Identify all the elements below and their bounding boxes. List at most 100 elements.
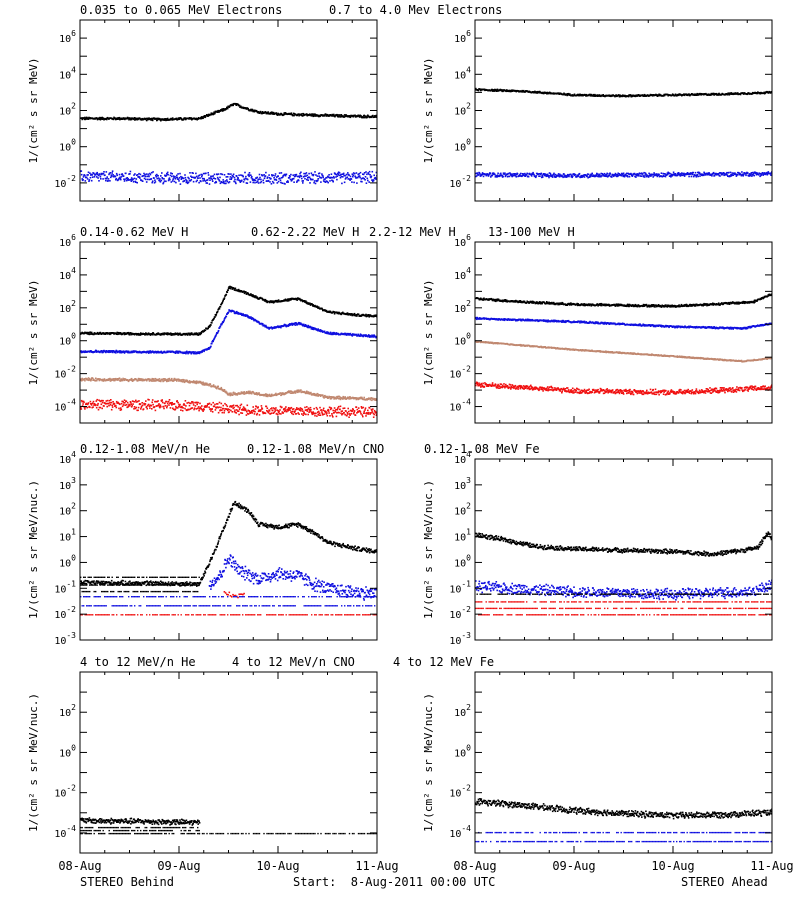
data-point: [133, 350, 135, 352]
data-point: [566, 173, 569, 176]
data-point: [372, 114, 374, 117]
data-point: [92, 378, 95, 380]
data-point: [137, 176, 140, 178]
data-point: [647, 176, 650, 178]
data-point: [359, 335, 361, 337]
data-point: [175, 117, 178, 120]
data-point: [496, 88, 499, 91]
data-point: [178, 176, 181, 179]
data-point: [107, 378, 110, 380]
data-point: [110, 333, 112, 335]
data-point: [513, 173, 516, 175]
data-point: [316, 175, 319, 177]
data-point: [664, 175, 667, 178]
data-point: [206, 404, 208, 407]
data-point: [348, 178, 351, 180]
data-point: [199, 381, 201, 384]
data-point: [153, 117, 156, 119]
data-point: [365, 182, 368, 184]
data-point: [498, 175, 501, 178]
data-point: [184, 407, 186, 410]
data-point: [229, 287, 232, 290]
data-point: [135, 332, 138, 335]
data-point: [287, 298, 289, 301]
data-point: [276, 299, 279, 302]
data-point: [126, 406, 128, 409]
data-point: [166, 171, 169, 174]
data-point: [137, 379, 139, 382]
data-point: [84, 379, 86, 382]
data-point: [368, 170, 371, 173]
data-point: [530, 175, 533, 177]
data-point: [636, 174, 639, 177]
data-point: [85, 118, 88, 120]
data-point: [304, 324, 307, 326]
data-point: [183, 381, 186, 384]
data-point: [565, 175, 567, 177]
data-point: [275, 299, 277, 302]
data-point: [207, 327, 209, 330]
data-point: [169, 119, 172, 121]
data-point: [150, 351, 153, 354]
data-point: [192, 180, 195, 183]
data-point: [251, 109, 254, 112]
data-point: [546, 91, 548, 94]
data-point: [172, 175, 175, 177]
data-point: [184, 334, 187, 336]
data-point: [277, 180, 280, 183]
data-point: [178, 118, 181, 120]
data-point: [352, 396, 354, 399]
data-point: [249, 174, 251, 176]
data-point: [480, 175, 482, 177]
data-point: [220, 173, 222, 175]
data-point: [293, 181, 295, 183]
data-point: [91, 174, 93, 176]
data-point: [103, 405, 105, 407]
data-point: [298, 114, 300, 117]
data-point: [135, 334, 138, 336]
data-point: [327, 396, 330, 399]
data-point: [174, 175, 176, 178]
data-point: [133, 177, 136, 180]
data-point: [98, 406, 101, 409]
data-point: [180, 406, 183, 409]
data-point: [748, 173, 751, 175]
data-point: [102, 332, 105, 334]
data-point: [178, 180, 180, 182]
data-point: [170, 402, 172, 404]
data-point: [209, 383, 212, 386]
data-point: [204, 384, 207, 386]
data-point: [122, 400, 124, 403]
data-point: [91, 402, 94, 404]
data-point: [607, 175, 610, 177]
data-point: [313, 113, 315, 115]
data-point: [179, 332, 181, 335]
data-point: [303, 175, 306, 177]
data-point: [599, 174, 601, 177]
data-point: [343, 116, 345, 118]
series-0: [80, 285, 377, 336]
data-point: [111, 406, 114, 408]
data-point: [211, 341, 213, 343]
data-point: [366, 398, 368, 400]
data-point: [155, 351, 157, 353]
data-point: [100, 403, 103, 406]
data-point: [120, 350, 122, 353]
data-point: [145, 117, 148, 120]
data-point: [767, 172, 769, 175]
data-point: [316, 180, 318, 183]
data-point: [169, 407, 172, 409]
data-point: [105, 351, 107, 354]
data-point: [667, 171, 669, 174]
data-point: [207, 115, 209, 117]
data-point: [83, 117, 85, 120]
data-point: [139, 117, 141, 120]
data-point: [202, 117, 204, 119]
data-point: [346, 334, 348, 336]
data-point: [178, 404, 181, 407]
data-point: [652, 174, 655, 176]
data-point: [326, 396, 329, 398]
data-point: [241, 179, 243, 182]
data-point: [171, 333, 173, 335]
